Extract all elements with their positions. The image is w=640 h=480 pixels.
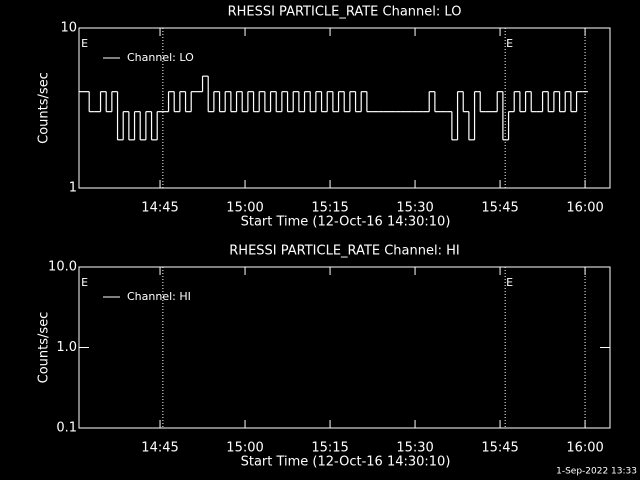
x-tick-label: 16:00	[566, 441, 603, 456]
footer: 1-Sep-2022 13:33	[556, 467, 637, 477]
event-label: E	[506, 276, 513, 289]
x-axis-label: Start Time (12-Oct-16 14:30:10)	[241, 215, 451, 230]
x-tick-label: 15:15	[311, 441, 348, 456]
y-tick-label: 10	[60, 21, 77, 36]
y-tick-label: 1.0	[56, 340, 77, 355]
y-tick-label: 10.0	[48, 260, 77, 275]
legend-label: Channel: HI	[127, 290, 191, 303]
x-tick-label: 16:00	[566, 201, 603, 216]
x-tick-label: 14:45	[141, 441, 178, 456]
x-tick-label: 14:45	[141, 201, 178, 216]
event-label: E	[81, 37, 88, 50]
x-tick-label: 15:00	[226, 201, 263, 216]
event-label: E	[506, 37, 513, 50]
x-tick-label: 15:00	[226, 441, 263, 456]
y-tick-label: 0.1	[56, 421, 77, 436]
legend-label: Channel: LO	[127, 51, 194, 64]
y-axis-label: Counts/sec	[37, 312, 52, 384]
x-tick-label: 15:30	[396, 441, 433, 456]
chart-title: RHESSI PARTICLE_RATE Channel: HI	[229, 244, 459, 259]
x-tick-label: 15:15	[311, 201, 348, 216]
x-axis-label: Start Time (12-Oct-16 14:30:10)	[241, 455, 451, 470]
plot-frame	[78, 27, 611, 189]
y-axis-label: Counts/sec	[37, 72, 52, 144]
y-tick-label: 1	[69, 181, 77, 196]
event-label: E	[81, 276, 88, 289]
chart-title: RHESSI PARTICLE_RATE Channel: LO	[228, 5, 462, 20]
step-connector	[88, 76, 578, 140]
x-tick-label: 15:30	[396, 201, 433, 216]
x-tick-label: 15:45	[481, 201, 518, 216]
x-tick-label: 15:45	[481, 441, 518, 456]
